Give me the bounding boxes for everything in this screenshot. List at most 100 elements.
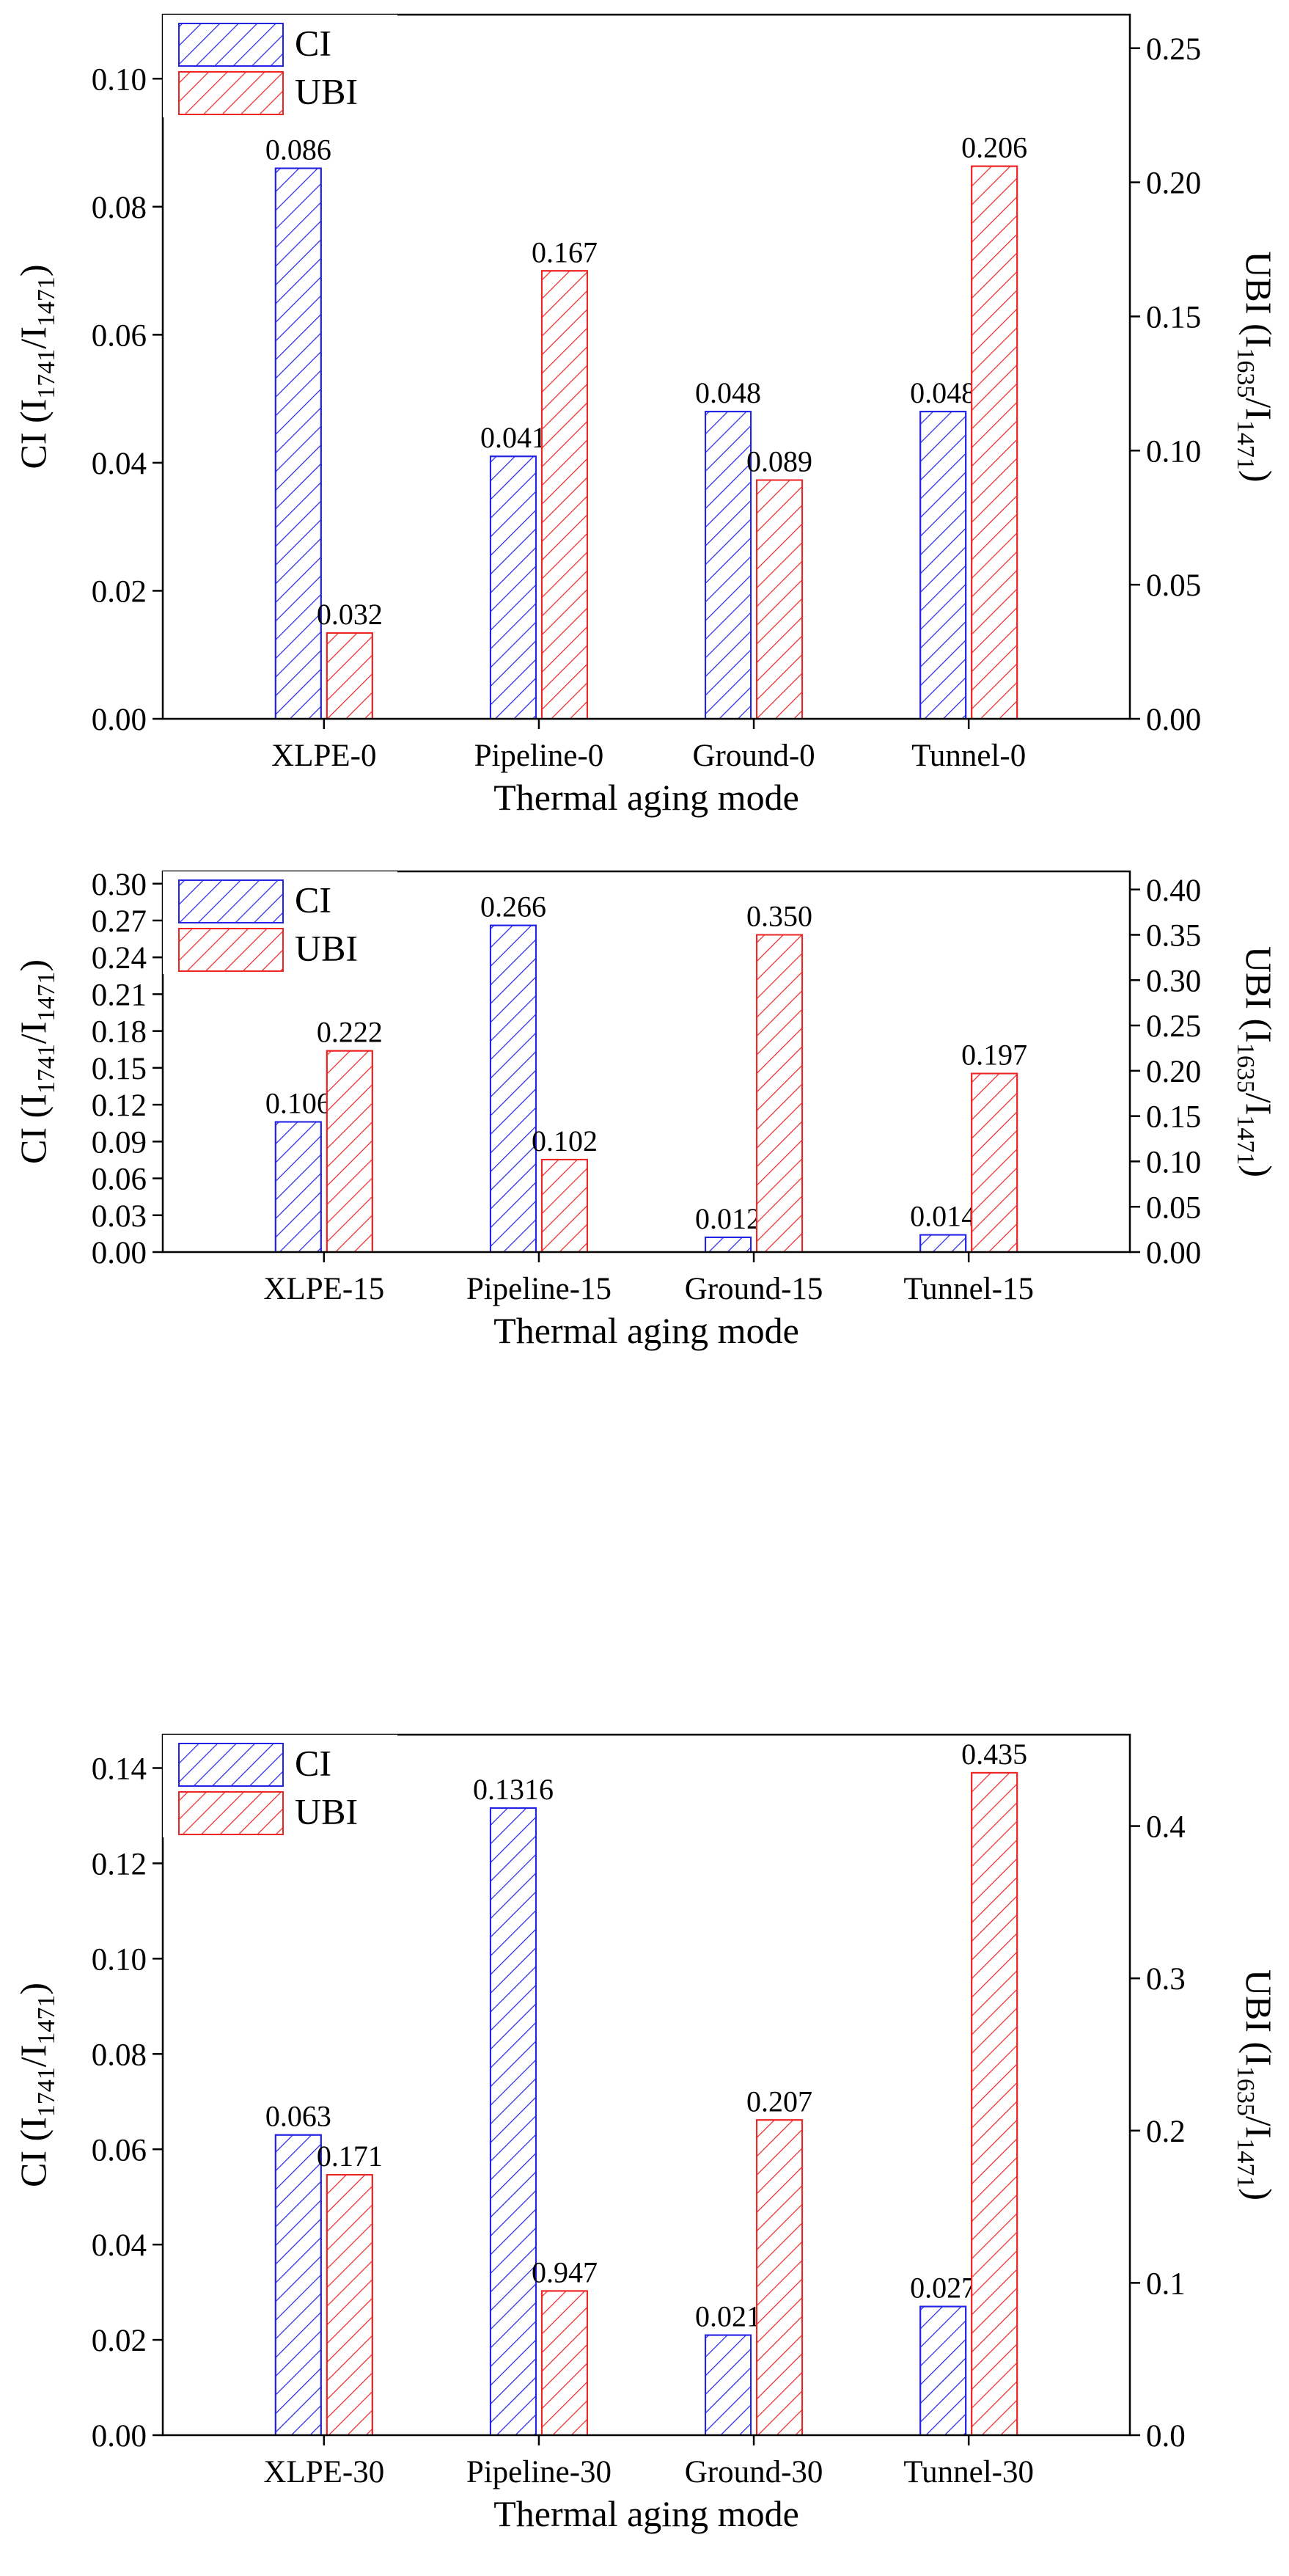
bar-hatch-ci-3 <box>705 411 752 720</box>
right-tick-label: 0.20 <box>1146 1055 1201 1089</box>
bar-hatch-ci-1 <box>274 2134 322 2437</box>
bar-hatch-ci-1 <box>274 167 322 720</box>
y-axis-title-right: UBI (I1635/I1471) <box>1232 1969 1279 2200</box>
y-axis-title-left-mid: /I <box>12 1022 54 1044</box>
right-tick-label: 0.4 <box>1146 1810 1186 1845</box>
legend-label-ubi: UBI <box>295 1791 358 1832</box>
chart-panel-2: 0.106 0.266 0.012 0.014 0.222 0.102 0.350 0.197… <box>12 868 1279 1351</box>
legend-label-ubi: UBI <box>295 71 358 112</box>
y-axis-title-left-end: ) <box>12 264 54 277</box>
y-axis-title-right-mid: /I <box>1238 2116 1279 2139</box>
data-label-ubi-4: 0.435 <box>961 1738 1027 1771</box>
category-label: XLPE-30 <box>263 2455 384 2489</box>
right-tick-label: 0.1 <box>1146 2266 1186 2301</box>
left-tick-label: 0.00 <box>92 703 147 737</box>
bar-hatch-ci-2 <box>489 455 537 720</box>
left-tick-label: 0.08 <box>92 2038 147 2072</box>
left-tick-label: 0.06 <box>92 1163 147 1197</box>
data-label-ci-3: 0.048 <box>695 376 761 409</box>
x-axis-title: Thermal aging mode <box>493 2493 799 2534</box>
bar-hatch-ci-4 <box>919 2305 967 2436</box>
bar-hatch-ubi-3 <box>756 2119 804 2436</box>
right-tick-label: 0.0 <box>1146 2419 1186 2454</box>
legend-label-ubi: UBI <box>295 928 358 969</box>
bar-hatch-ubi-4 <box>971 1771 1018 2436</box>
data-label-ci-1: 0.086 <box>265 133 331 166</box>
chart-panel-1: 0.086 0.041 0.048 0.048 0.032 0.167 0.089 0.206… <box>12 13 1279 818</box>
left-tick-label: 0.08 <box>92 191 147 225</box>
plot-frame <box>161 1733 1131 2437</box>
chart-panel-3: 0.063 0.1316 0.021 0.027 0.171 0.947 0.207 0.43… <box>12 1733 1279 2534</box>
bar-hatch-ubi-1 <box>326 632 373 720</box>
left-tick-label: 0.04 <box>92 447 147 481</box>
bar-hatch-ci-2 <box>489 924 537 1254</box>
y-axis-title-left: CI (I1741/I1471) <box>12 1983 60 2187</box>
bar-hatch-ci-4 <box>919 1234 967 1253</box>
left-tick-label: 0.06 <box>92 318 147 353</box>
legend-swatch-ubi <box>178 71 284 115</box>
data-label-ubi-3: 0.089 <box>746 445 812 478</box>
bar-hatch-ubi-1 <box>326 1050 373 1253</box>
bar-hatch-ci-1 <box>274 1121 322 1254</box>
right-tick-label: 0.15 <box>1146 300 1201 334</box>
right-tick-label: 0.10 <box>1146 1145 1201 1179</box>
bar-hatch-ubi-4 <box>971 1072 1018 1254</box>
left-tick-label: 0.24 <box>92 941 147 976</box>
right-tick-label: 0.05 <box>1146 1190 1201 1225</box>
left-tick-label: 0.10 <box>92 62 147 97</box>
data-label-ubi-2: 0.947 <box>532 2255 598 2288</box>
plot-frame <box>161 13 1131 720</box>
left-tick-label: 0.04 <box>92 2228 147 2263</box>
y-axis-title-left-end: ) <box>12 959 54 972</box>
right-tick-label: 0.2 <box>1146 2115 1186 2149</box>
right-tick-label: 0.00 <box>1146 703 1201 737</box>
bar-hatch-ubi-2 <box>540 270 588 720</box>
category-label: Ground-30 <box>685 2455 823 2489</box>
category-label: Tunnel-15 <box>903 1272 1034 1306</box>
bar-hatch-ubi-2 <box>540 2290 588 2436</box>
legend: CI UBI <box>163 15 397 117</box>
legend-label-ci: CI <box>295 1743 331 1784</box>
bar-hatch-ubi-4 <box>971 165 1018 720</box>
data-label-ci-1: 0.106 <box>265 1087 331 1120</box>
right-tick-label: 0.05 <box>1146 568 1201 603</box>
bar-hatch-ci-2 <box>489 1807 537 2436</box>
data-label-ci-4: 0.027 <box>910 2272 976 2305</box>
data-label-ci-1: 0.063 <box>265 2100 331 2133</box>
data-label-ubi-2: 0.167 <box>532 235 598 268</box>
right-tick-label: 0.20 <box>1146 167 1201 201</box>
bar-hatch-ubi-1 <box>326 2173 373 2436</box>
y-axis-title-right-end: ) <box>1238 470 1279 483</box>
right-tick-label: 0.00 <box>1146 1236 1201 1270</box>
y-axis-title-right-main: UBI (I <box>1238 251 1279 348</box>
bar-hatch-ubi-2 <box>540 1158 588 1254</box>
y-axis-title-left: CI (I1741/I1471) <box>12 264 60 469</box>
left-tick-label: 0.03 <box>92 1199 147 1234</box>
bar-hatch-ubi-3 <box>756 479 804 720</box>
data-label-ci-4: 0.014 <box>910 1200 976 1233</box>
y-axis-title-left-mid: /I <box>12 2045 54 2068</box>
left-tick-label: 0.14 <box>92 1752 147 1787</box>
y-axis-title-right-sub1: 1635 <box>1232 2066 1259 2116</box>
category-label: Pipeline-15 <box>466 1272 612 1306</box>
right-tick-label: 0.25 <box>1146 32 1201 67</box>
y-axis-title-left-main: CI (I <box>12 1094 54 1164</box>
category-label: Tunnel-30 <box>903 2455 1034 2489</box>
y-axis-title-right: UBI (I1635/I1471) <box>1232 251 1279 482</box>
data-label-ubi-1: 0.171 <box>317 2140 383 2173</box>
legend-label-ci: CI <box>295 23 331 64</box>
right-tick-label: 0.25 <box>1146 1009 1201 1044</box>
bar-hatch-ci-4 <box>919 411 967 720</box>
y-axis-title-left-sub2: 1471 <box>33 277 60 326</box>
legend-swatch-ci <box>178 23 284 67</box>
legend: CI UBI <box>163 1735 397 1837</box>
left-tick-label: 0.10 <box>92 1942 147 1977</box>
bar-hatch-ubi-3 <box>756 934 804 1253</box>
left-tick-label: 0.12 <box>92 1088 147 1123</box>
y-axis-title-right-end: ) <box>1238 2188 1279 2200</box>
left-tick-label: 0.18 <box>92 1015 147 1050</box>
bar-hatch-ci-3 <box>705 2334 752 2437</box>
y-axis-title-right-end: ) <box>1238 1165 1279 1177</box>
data-label-ci-2: 0.1316 <box>473 1773 554 1806</box>
y-axis-title-left-sub1: 1741 <box>33 1044 60 1094</box>
